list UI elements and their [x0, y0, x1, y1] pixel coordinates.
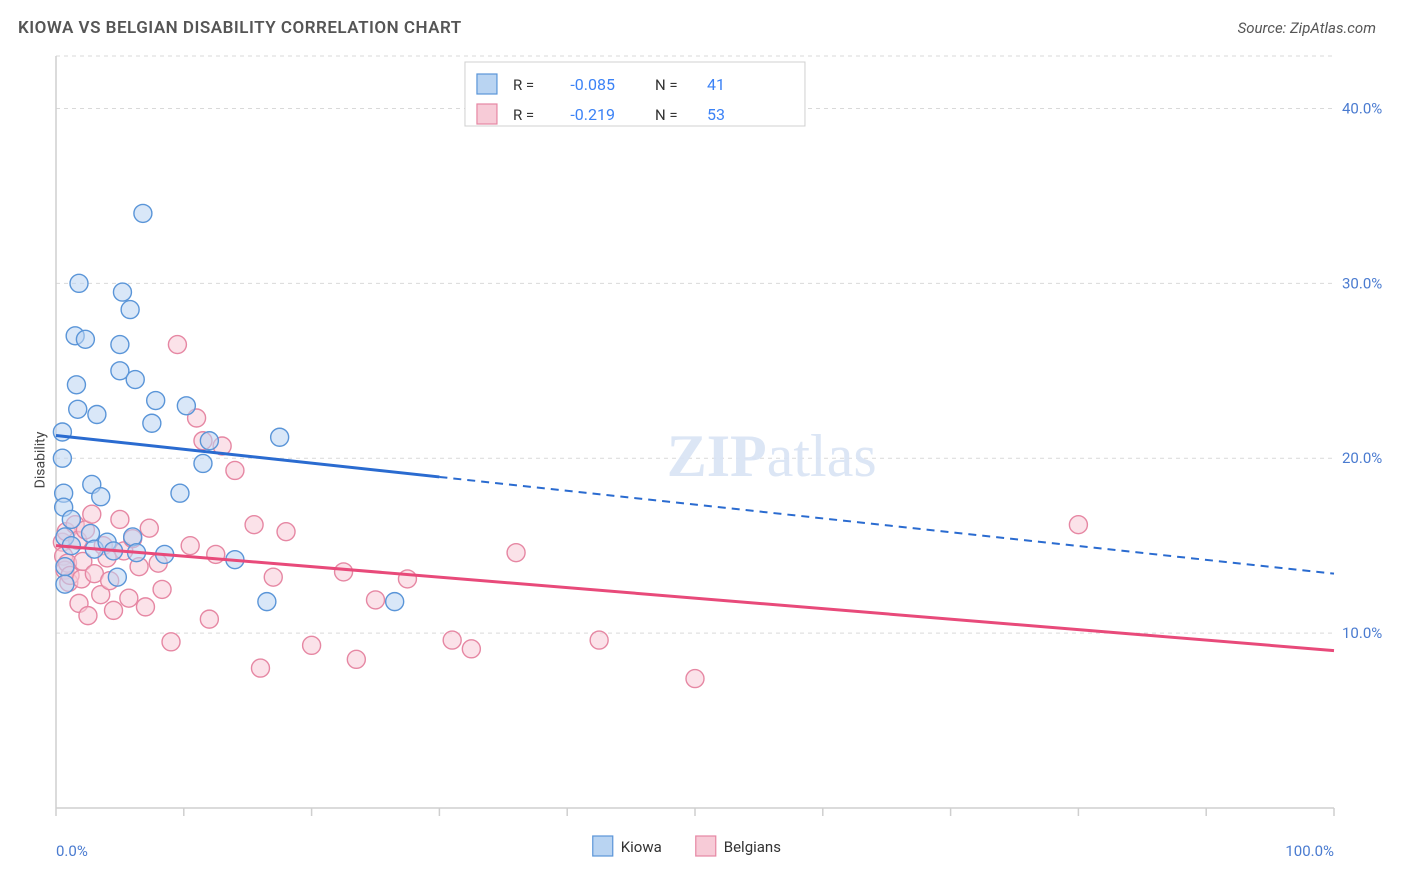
- belgian-point: [83, 505, 101, 523]
- belgian-point: [590, 631, 608, 649]
- belgian-point: [79, 607, 97, 625]
- x-tick-label: 0.0%: [56, 842, 88, 860]
- legend-r-label: R =: [513, 76, 534, 94]
- kiowa-point: [171, 484, 189, 502]
- legend-swatch: [477, 74, 497, 94]
- kiowa-point: [177, 397, 195, 415]
- belgian-point: [264, 568, 282, 586]
- kiowa-point: [108, 568, 126, 586]
- belgian-point: [111, 510, 129, 528]
- kiowa-point: [121, 301, 139, 319]
- chart-title: KIOWA VS BELGIAN DISABILITY CORRELATION …: [18, 18, 462, 38]
- legend-n-label: N =: [655, 106, 678, 124]
- belgian-point: [1069, 516, 1087, 534]
- belgian-point: [181, 537, 199, 555]
- y-tick-label: 10.0%: [1342, 624, 1382, 642]
- bottom-legend-swatch: [696, 836, 716, 856]
- kiowa-regression-dashed: [439, 477, 1334, 574]
- belgian-point: [136, 598, 154, 616]
- chart-source: Source: ZipAtlas.com: [1238, 19, 1376, 37]
- watermark: ZIPatlas: [667, 423, 877, 489]
- belgian-point: [335, 563, 353, 581]
- kiowa-point: [67, 376, 85, 394]
- scatter-chart: 0.0% 100.0% 10.0% 20.0% 30.0% 40.0% ZIPatlas R …: [18, 48, 1394, 868]
- belgian-point: [443, 631, 461, 649]
- y-axis-label: Disability: [32, 432, 48, 489]
- legend-n-label: N =: [655, 76, 678, 94]
- belgian-regression-solid: [56, 546, 1334, 651]
- y-tick-label: 30.0%: [1342, 274, 1382, 292]
- bottom-legend-swatch: [593, 836, 613, 856]
- belgian-point: [507, 544, 525, 562]
- y-tick-label: 40.0%: [1342, 99, 1382, 117]
- y-tick-label: 20.0%: [1342, 449, 1382, 467]
- kiowa-point: [92, 488, 110, 506]
- kiowa-point: [70, 274, 88, 292]
- belgian-point: [462, 640, 480, 658]
- kiowa-point: [53, 449, 71, 467]
- kiowa-point: [147, 392, 165, 410]
- kiowa-point: [111, 336, 129, 354]
- legend-r-value: -0.219: [570, 105, 615, 124]
- belgian-point: [200, 610, 218, 628]
- belgian-point: [120, 589, 138, 607]
- kiowa-point: [62, 510, 80, 528]
- belgian-point: [168, 336, 186, 354]
- belgian-point: [153, 580, 171, 598]
- chart-header: KIOWA VS BELGIAN DISABILITY CORRELATION …: [0, 0, 1406, 44]
- kiowa-point: [258, 593, 276, 611]
- belgian-point: [367, 591, 385, 609]
- legend-r-label: R =: [513, 106, 534, 124]
- belgian-point: [226, 461, 244, 479]
- bottom-legend-label: Belgians: [724, 838, 781, 856]
- kiowa-point: [386, 593, 404, 611]
- kiowa-point: [88, 406, 106, 424]
- belgian-point: [105, 601, 123, 619]
- bottom-legend-label: Kiowa: [621, 838, 662, 856]
- kiowa-regression-solid: [56, 435, 439, 476]
- belgian-point: [140, 519, 158, 537]
- kiowa-point: [134, 204, 152, 222]
- legend-r-value: -0.085: [570, 75, 615, 94]
- belgian-point: [277, 523, 295, 541]
- kiowa-point: [56, 558, 74, 576]
- belgian-point: [303, 636, 321, 654]
- belgian-point: [251, 659, 269, 677]
- belgian-point: [686, 670, 704, 688]
- kiowa-point: [143, 414, 161, 432]
- chart-area: Disability 0.0%100.0%10.0%20.0%30.0%40.0…: [18, 48, 1376, 872]
- legend-swatch: [477, 104, 497, 124]
- kiowa-point: [69, 400, 87, 418]
- legend-n-value: 41: [707, 75, 725, 94]
- belgian-point: [245, 516, 263, 534]
- x-tick-label: 100.0%: [1285, 842, 1334, 860]
- legend-n-value: 53: [707, 105, 725, 124]
- belgian-point: [347, 650, 365, 668]
- kiowa-point: [271, 428, 289, 446]
- kiowa-point: [194, 454, 212, 472]
- kiowa-point: [82, 524, 100, 542]
- kiowa-point: [113, 283, 131, 301]
- kiowa-point: [200, 432, 218, 450]
- belgian-point: [162, 633, 180, 651]
- kiowa-point: [126, 371, 144, 389]
- kiowa-point: [124, 528, 142, 546]
- kiowa-point: [56, 575, 74, 593]
- kiowa-point: [76, 330, 94, 348]
